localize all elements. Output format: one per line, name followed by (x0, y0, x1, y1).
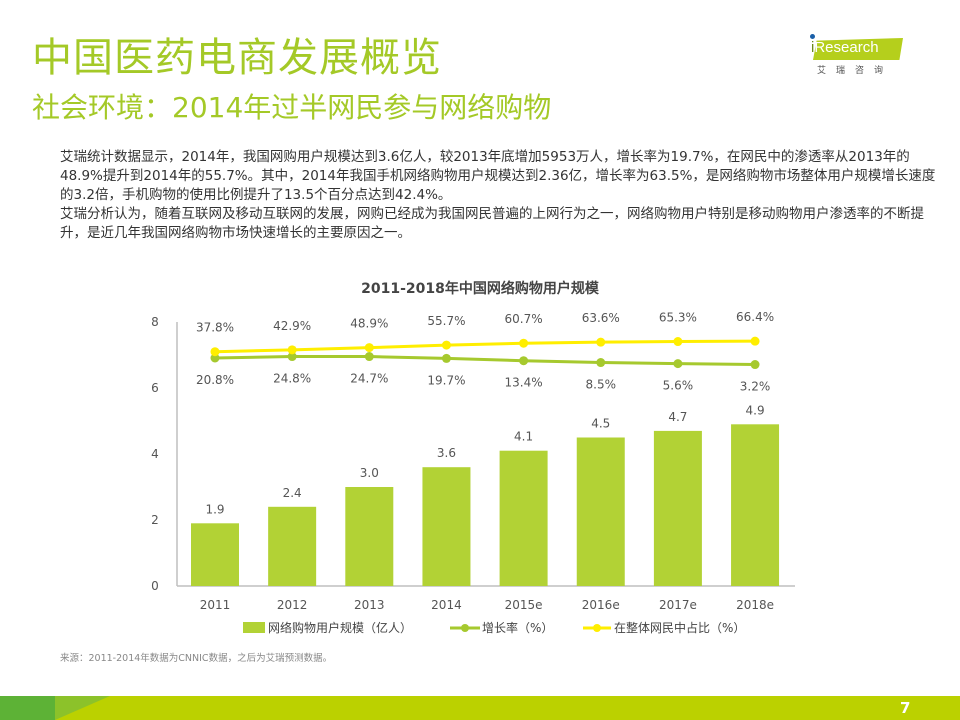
growth-rate-point (364, 352, 374, 362)
growth-rate-label: 24.8% (273, 372, 311, 386)
growth-rate-label: 24.7% (350, 372, 388, 386)
x-tick-label: 2017e (659, 598, 697, 612)
bar (653, 430, 702, 586)
bar-data-label: 4.9 (746, 403, 765, 417)
bar (499, 450, 548, 586)
growth-rate-point (287, 352, 297, 362)
bar (191, 523, 239, 586)
x-tick-label: 2015e (505, 598, 543, 612)
x-tick-label: 2016e (582, 598, 620, 612)
growth-rate-point (519, 356, 529, 366)
iresearch-logo: iResearch 艾瑞咨询 (805, 34, 905, 84)
bar (422, 467, 471, 586)
penetration-point (519, 338, 529, 348)
growth-rate-point (673, 359, 683, 369)
page-title: 中国医药电商发展概览 (32, 35, 442, 81)
penetration-label: 60.7% (505, 312, 543, 326)
penetration-point (364, 343, 374, 353)
penetration-label: 66.4% (736, 310, 774, 324)
growth-rate-label: 5.6% (663, 379, 694, 393)
bar (731, 424, 780, 586)
logo-dot-icon (810, 34, 815, 39)
legend-swatch-marker (593, 624, 601, 632)
bar-data-label: 3.0 (360, 466, 379, 480)
growth-rate-label: 13.4% (505, 376, 543, 390)
logo-brand: Research (814, 39, 879, 56)
logo-cn-text: 艾瑞咨询 (817, 66, 894, 76)
x-tick-label: 2018e (736, 598, 774, 612)
growth-rate-label: 19.7% (427, 373, 465, 387)
y-tick-label: 0 (151, 579, 159, 593)
x-tick-label: 2012 (277, 598, 308, 612)
penetration-point (750, 336, 760, 346)
penetration-label: 63.6% (582, 311, 620, 325)
bar-data-label: 2.4 (283, 486, 302, 500)
growth-rate-label: 8.5% (586, 378, 617, 392)
growth-rate-point (210, 353, 220, 363)
bar-data-label: 4.1 (514, 430, 533, 444)
legend-label: 网络购物用户规模（亿人） (268, 620, 412, 635)
logo-prefix: i (811, 39, 815, 56)
legend-swatch-bar (243, 622, 265, 633)
bar (268, 506, 317, 586)
body-text: 艾瑞统计数据显示，2014年，我国网购用户规模达到3.6亿人，较2013年底增加… (60, 148, 940, 243)
penetration-label: 48.9% (350, 317, 388, 331)
growth-rate-line (214, 355, 756, 367)
legend-label: 增长率（%） (482, 620, 553, 635)
bar (576, 437, 625, 586)
legend-swatch-marker (461, 624, 469, 632)
bar-data-label: 4.5 (591, 417, 610, 431)
bar (345, 487, 394, 586)
penetration-point (210, 347, 220, 357)
bar-data-label: 1.9 (205, 502, 224, 516)
penetration-point (287, 345, 297, 355)
legend-label: 在整体网民中占比（%） (614, 620, 745, 635)
growth-rate-point (441, 353, 451, 363)
penetration-point (596, 337, 606, 347)
growth-rate-point (750, 360, 760, 370)
penetration-label: 55.7% (427, 314, 465, 328)
growth-rate-label: 3.2% (740, 380, 771, 394)
y-tick-label: 6 (151, 381, 159, 395)
growth-rate-point (596, 358, 606, 368)
paragraph: 艾瑞分析认为，随着互联网及移动互联网的发展，网购已经成为我国网民普遍的上网行为之… (60, 206, 924, 241)
y-tick-label: 4 (151, 447, 159, 461)
footer-accent (0, 696, 55, 720)
bar-data-label: 4.7 (668, 410, 687, 424)
x-tick-label: 2013 (354, 598, 385, 612)
growth-rate-label: 20.8% (196, 373, 234, 387)
penetration-label: 65.3% (659, 311, 697, 325)
paragraph: 艾瑞统计数据显示，2014年，我国网购用户规模达到3.6亿人，较2013年底增加… (60, 149, 936, 203)
y-tick-label: 2 (151, 513, 159, 527)
bar-data-label: 3.6 (437, 446, 456, 460)
footer-bar (0, 696, 960, 720)
penetration-label: 42.9% (273, 319, 311, 333)
chart-title: 2011-2018年中国网络购物用户规模 (361, 281, 599, 297)
logo-text: iResearch (811, 37, 879, 59)
source-note: 来源：2011-2014年数据为CNNIC数据，之后为艾瑞预测数据。 (60, 653, 333, 664)
penetration-label: 37.8% (196, 321, 234, 335)
penetration-point (441, 340, 451, 350)
penetration-line (214, 339, 756, 354)
page-number: 7 (900, 699, 911, 717)
penetration-point (673, 337, 683, 347)
y-tick-label: 8 (151, 315, 159, 329)
x-tick-label: 2011 (200, 598, 231, 612)
page-subtitle: 社会环境：2014年过半网民参与网络购物 (32, 91, 552, 124)
logo-bar (813, 38, 903, 60)
x-tick-label: 2014 (431, 598, 462, 612)
